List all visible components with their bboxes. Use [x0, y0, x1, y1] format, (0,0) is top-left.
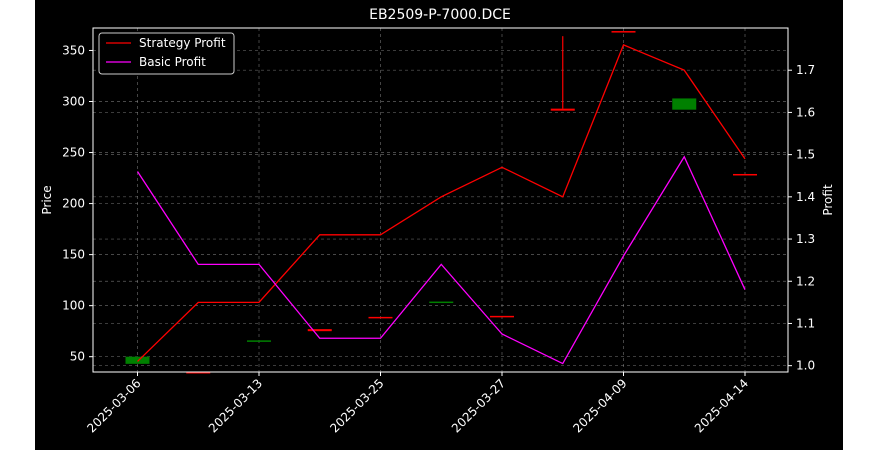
y2-tick-label: 1.3	[796, 232, 815, 246]
x-tick-label: 2025-03-13	[206, 376, 265, 435]
grid	[93, 28, 788, 372]
x-tick-label: 2025-03-27	[449, 376, 508, 435]
x-tick-label: 2025-03-25	[327, 376, 386, 435]
candle-body	[125, 356, 150, 364]
y-axis-label: Price	[40, 185, 54, 214]
legend-frame	[98, 32, 235, 75]
y2-tick-label: 1.5	[796, 148, 815, 162]
legend-label-basic: Basic Profit	[139, 55, 206, 69]
strategy-profit-line	[137, 44, 746, 362]
x-tick-label: 2025-04-09	[570, 376, 629, 435]
series-lines	[136, 44, 746, 365]
candle-body	[672, 98, 697, 110]
basic-profit-line	[136, 155, 746, 365]
y-tick-label: 50	[70, 350, 85, 364]
legend-label-strategy: Strategy Profit	[139, 36, 226, 50]
y2-tick-label: 1.7	[796, 63, 815, 77]
candles	[125, 31, 757, 374]
y2-tick-label: 1.0	[796, 359, 815, 373]
candle-body	[550, 108, 575, 111]
y2-axis-label: Profit	[821, 184, 835, 216]
candle-body	[307, 329, 332, 332]
y-tick-label: 350	[62, 43, 85, 57]
candle-body	[186, 372, 211, 374]
y2-tick-label: 1.1	[796, 316, 815, 330]
y-tick-label: 100	[62, 299, 85, 313]
candle-body	[733, 173, 757, 176]
legend: Strategy Profit Basic Profit	[98, 32, 235, 75]
x-tick-label: 2025-04-14	[692, 376, 751, 435]
candle-body	[611, 31, 636, 33]
y-axis-right: 1.0 1.1 1.2 1.3 1.4 1.5 1.6 1.7	[788, 63, 815, 373]
y-axis-left: 50 100 150 200 250 300 350	[62, 43, 93, 364]
candle-body	[490, 315, 514, 318]
y-tick-label: 200	[62, 197, 85, 211]
figure: 50 100 150 200 250 300 350 1.0 1.1 1.2 1.3 1.4 1.5 1…	[35, 0, 843, 450]
y-tick-label: 250	[62, 146, 85, 160]
y2-tick-label: 1.2	[796, 274, 815, 288]
y2-tick-label: 1.6	[796, 105, 815, 119]
y-tick-label: 300	[62, 94, 85, 108]
candle-body	[368, 316, 393, 319]
plot-frame	[92, 27, 789, 373]
x-tick-label: 2025-03-06	[84, 376, 143, 435]
y-tick-label: 150	[62, 248, 85, 262]
candle-body	[247, 340, 271, 342]
chart-title: EB2509-P-7000.DCE	[369, 7, 511, 23]
candle-body	[429, 301, 454, 304]
x-axis: 2025-03-06 2025-03-13 2025-03-25 2025-03-27…	[84, 372, 751, 435]
y2-tick-label: 1.4	[796, 190, 815, 204]
